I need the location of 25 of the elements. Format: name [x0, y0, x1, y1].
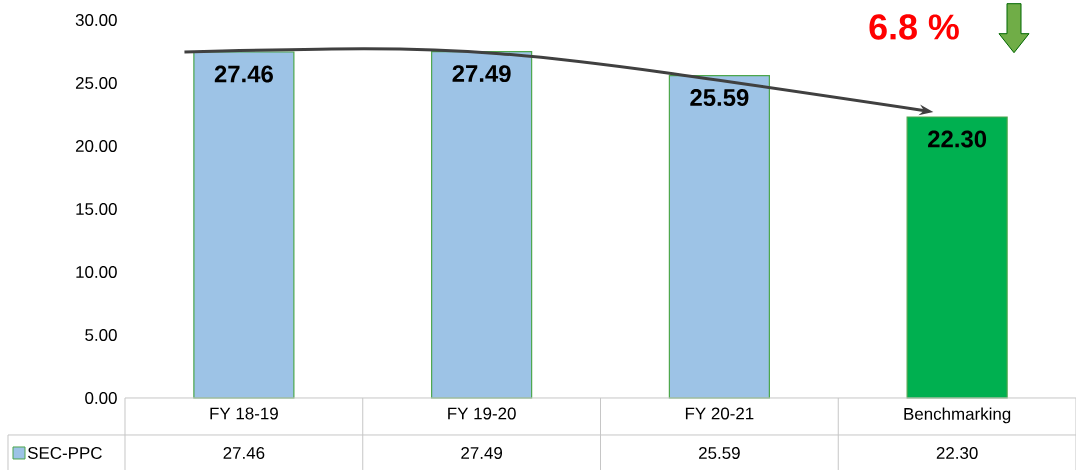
y-tick-label: 25.00: [75, 76, 117, 89]
bar: [431, 51, 533, 399]
y-tick-label: 20.00: [75, 139, 117, 152]
annotation: 6.8 %: [869, 14, 959, 40]
data-label: 27.46: [223, 446, 265, 459]
text: 22.30: [928, 130, 987, 148]
legend-label: SEC-PPC: [27, 446, 102, 459]
x-tick-label: FY 20-21: [685, 407, 754, 420]
y-tick-label: 0.00: [85, 391, 117, 404]
y-tick-label: 10.00: [76, 265, 117, 278]
text: 27.49: [452, 65, 511, 83]
y-tick-label: 5.00: [85, 328, 117, 341]
data-label: 25.59: [699, 446, 740, 459]
x-tick-label: FY 18-19: [210, 407, 278, 420]
x-tick-label: FY 19-20: [448, 407, 516, 420]
bar: [906, 116, 1008, 399]
x-tick-label: Benchmarking: [904, 407, 1011, 424]
y-tick-label: 30.00: [75, 13, 117, 26]
y-tick-label: 15.00: [76, 202, 117, 215]
bar: [193, 51, 295, 399]
bar: [668, 74, 770, 399]
text: 25.59: [690, 89, 749, 106]
data-label: 27.49: [461, 446, 503, 459]
data-label: 22.30: [936, 446, 978, 459]
text: 27.46: [214, 65, 273, 83]
